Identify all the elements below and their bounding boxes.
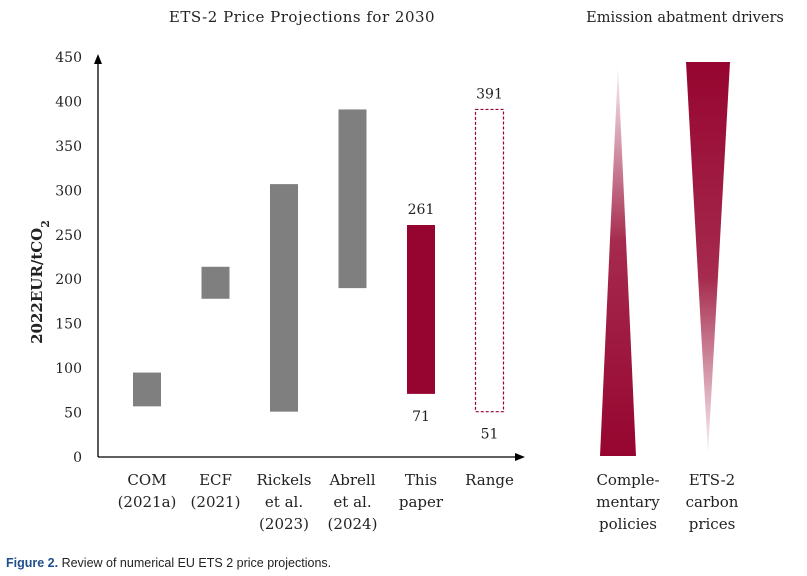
data-label-low: 51	[481, 427, 499, 443]
y-tick-label: 100	[55, 361, 82, 377]
x-tick-label: This	[405, 471, 437, 489]
x-tick-label: (2024)	[328, 515, 378, 533]
y-axis-label-subscript: 2	[39, 220, 52, 228]
y-axis-arrow-icon	[94, 54, 102, 64]
data-label-low: 71	[412, 409, 430, 425]
bar	[201, 266, 230, 299]
y-axis-label: 2022EUR/tCO2	[28, 220, 52, 344]
driver-label: carbon	[686, 493, 739, 511]
driver-label: policies	[599, 515, 657, 533]
x-tick-label: et al.	[265, 493, 303, 511]
x-tick-label: COM	[127, 471, 166, 489]
y-tick-label: 50	[64, 406, 82, 422]
x-tick-label: Abrell	[328, 471, 375, 489]
x-tick-label: et al.	[333, 493, 371, 511]
y-tick-label: 0	[73, 450, 82, 466]
figure-caption-text: Review of numerical EU ETS 2 price proje…	[58, 556, 332, 570]
driver-label: prices	[689, 515, 736, 533]
x-tick-labels: COM (2021a) ECF (2021) Rickels et al. (2023) Ab…	[118, 471, 514, 533]
x-axis-arrow-icon	[515, 453, 525, 461]
driver-label: Comple-	[596, 471, 659, 489]
bar	[133, 372, 161, 407]
chart-title: ETS-2 Price Projections for 2030	[169, 8, 435, 26]
bar	[407, 225, 435, 394]
bar	[270, 184, 298, 412]
y-tick-label: 250	[55, 228, 82, 244]
complementary-policies-wedge	[600, 66, 636, 456]
range-bars: 261 71 391 51	[133, 86, 505, 443]
x-tick-label: paper	[399, 493, 444, 511]
data-label-high: 261	[408, 202, 435, 218]
range-bar-dashed	[474, 108, 505, 413]
x-tick-label: ECF	[199, 471, 232, 489]
figure-caption-label: Figure 2.	[6, 556, 59, 570]
x-tick-label: Rickels	[257, 471, 312, 489]
x-tick-label: (2021)	[191, 493, 241, 511]
bar	[338, 109, 367, 289]
y-tick-label: 200	[55, 272, 82, 288]
driver-label: ETS-2	[689, 471, 735, 489]
figure-caption: Figure 2. Review of numerical EU ETS 2 p…	[6, 556, 331, 570]
data-label-high: 391	[476, 86, 503, 102]
x-tick-label: Range	[465, 471, 514, 489]
x-tick-label: (2021a)	[118, 493, 177, 511]
y-tick-label: 150	[55, 317, 82, 333]
drivers-title: Emission abatment drivers	[586, 10, 784, 26]
x-tick-label: (2023)	[259, 515, 309, 533]
svg-text:2022EUR/tCO2: 2022EUR/tCO2	[28, 220, 52, 344]
figure-canvas: ETS-2 Price Projections for 2030 2022EUR…	[28, 8, 784, 533]
y-tick-label: 450	[55, 50, 82, 66]
ets2-carbon-prices-wedge	[686, 62, 730, 454]
y-tick-label: 400	[55, 94, 82, 110]
y-tick-labels: 0 50 100 150 200 250 300 350 400 450	[55, 50, 82, 466]
y-tick-label: 350	[55, 139, 82, 155]
driver-labels: Comple-mentary policies ETS-2 carbon prices	[596, 471, 738, 533]
driver-label: mentary	[596, 493, 660, 511]
y-axis-label-main: 2022EUR/tCO	[28, 228, 46, 344]
y-tick-label: 300	[55, 183, 82, 199]
